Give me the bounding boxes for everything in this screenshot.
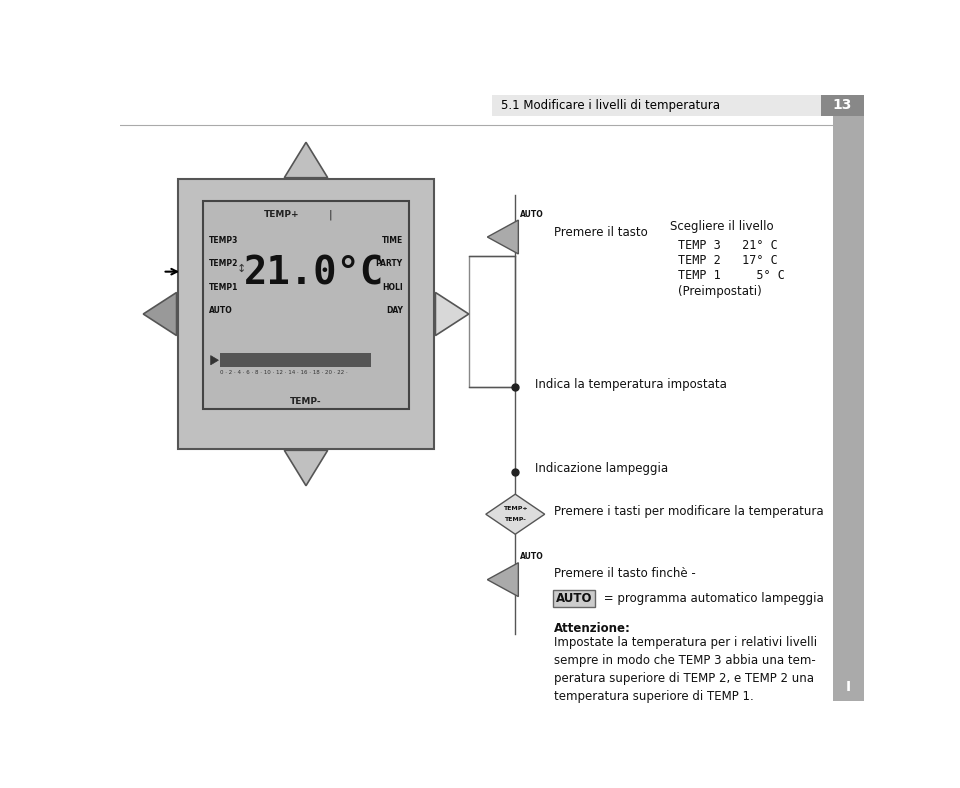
Text: 21.0°C: 21.0°C xyxy=(244,255,384,293)
Polygon shape xyxy=(486,494,544,534)
Text: TEMP+: TEMP+ xyxy=(503,507,528,511)
Text: TEMP1: TEMP1 xyxy=(209,283,238,292)
Text: I: I xyxy=(846,681,852,694)
FancyBboxPatch shape xyxy=(220,353,372,367)
Text: TEMP 1     5° C: TEMP 1 5° C xyxy=(678,269,785,282)
Text: (Preimpostati): (Preimpostati) xyxy=(678,284,761,298)
Polygon shape xyxy=(488,220,518,254)
FancyBboxPatch shape xyxy=(822,95,864,116)
Polygon shape xyxy=(284,143,327,178)
Text: Premere i tasti per modificare la temperatura: Premere i tasti per modificare la temper… xyxy=(554,504,824,518)
Text: TEMP 2   17° C: TEMP 2 17° C xyxy=(678,254,778,267)
Text: PARTY: PARTY xyxy=(375,259,403,269)
Polygon shape xyxy=(284,450,327,485)
Text: TEMP-: TEMP- xyxy=(290,396,322,406)
FancyBboxPatch shape xyxy=(492,95,833,116)
Text: Impostate la temperatura per i relativi livelli
sempre in modo che TEMP 3 abbia : Impostate la temperatura per i relativi … xyxy=(554,636,817,703)
Text: = programma automatico lampeggia: = programma automatico lampeggia xyxy=(601,592,825,604)
Text: AUTO: AUTO xyxy=(209,306,233,314)
Polygon shape xyxy=(488,563,518,597)
Polygon shape xyxy=(210,355,219,365)
Text: AUTO: AUTO xyxy=(520,552,543,561)
FancyBboxPatch shape xyxy=(833,116,864,701)
Text: 5.1 Modificare i livelli di temperatura: 5.1 Modificare i livelli di temperatura xyxy=(501,98,720,112)
Text: AUTO: AUTO xyxy=(556,592,592,604)
Text: TEMP2: TEMP2 xyxy=(209,259,238,269)
Text: HOLI: HOLI xyxy=(382,283,403,292)
Polygon shape xyxy=(143,292,177,336)
Text: Scegliere il livello: Scegliere il livello xyxy=(670,220,774,233)
Text: Premere il tasto finchè -: Premere il tasto finchè - xyxy=(554,567,696,580)
Polygon shape xyxy=(436,292,468,336)
FancyBboxPatch shape xyxy=(203,201,409,409)
Text: AUTO: AUTO xyxy=(520,210,543,218)
Text: Indica la temperatura impostata: Indica la temperatura impostata xyxy=(535,377,727,391)
FancyBboxPatch shape xyxy=(468,256,516,387)
Text: TEMP 3   21° C: TEMP 3 21° C xyxy=(678,239,778,251)
Text: Attenzione:: Attenzione: xyxy=(554,622,631,635)
FancyBboxPatch shape xyxy=(179,179,434,448)
FancyBboxPatch shape xyxy=(553,589,595,607)
Text: |: | xyxy=(329,210,332,220)
Text: TEMP3: TEMP3 xyxy=(209,236,238,245)
Text: TEMP+: TEMP+ xyxy=(263,210,300,219)
Text: TIME: TIME xyxy=(382,236,403,245)
Text: DAY: DAY xyxy=(386,306,403,314)
Text: Premere il tasto: Premere il tasto xyxy=(554,226,648,239)
Text: ↕: ↕ xyxy=(237,263,247,273)
Text: 0 · 2 · 4 · 6 · 8 · 10 · 12 · 14 · 16 · 18 · 20 · 22 ·: 0 · 2 · 4 · 6 · 8 · 10 · 12 · 14 · 16 · … xyxy=(220,370,348,375)
Text: Indicazione lampeggia: Indicazione lampeggia xyxy=(535,463,668,475)
Text: TEMP-: TEMP- xyxy=(504,517,526,522)
Text: 13: 13 xyxy=(832,98,852,113)
